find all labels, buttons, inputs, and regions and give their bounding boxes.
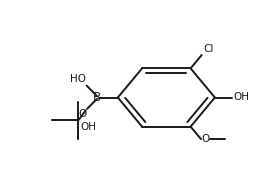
Text: O: O xyxy=(202,134,210,144)
Text: O: O xyxy=(78,109,87,119)
Text: HO: HO xyxy=(70,74,86,84)
Text: Cl: Cl xyxy=(203,44,213,54)
Text: B: B xyxy=(93,91,101,104)
Text: OH: OH xyxy=(80,122,96,132)
Text: OH: OH xyxy=(234,92,249,103)
